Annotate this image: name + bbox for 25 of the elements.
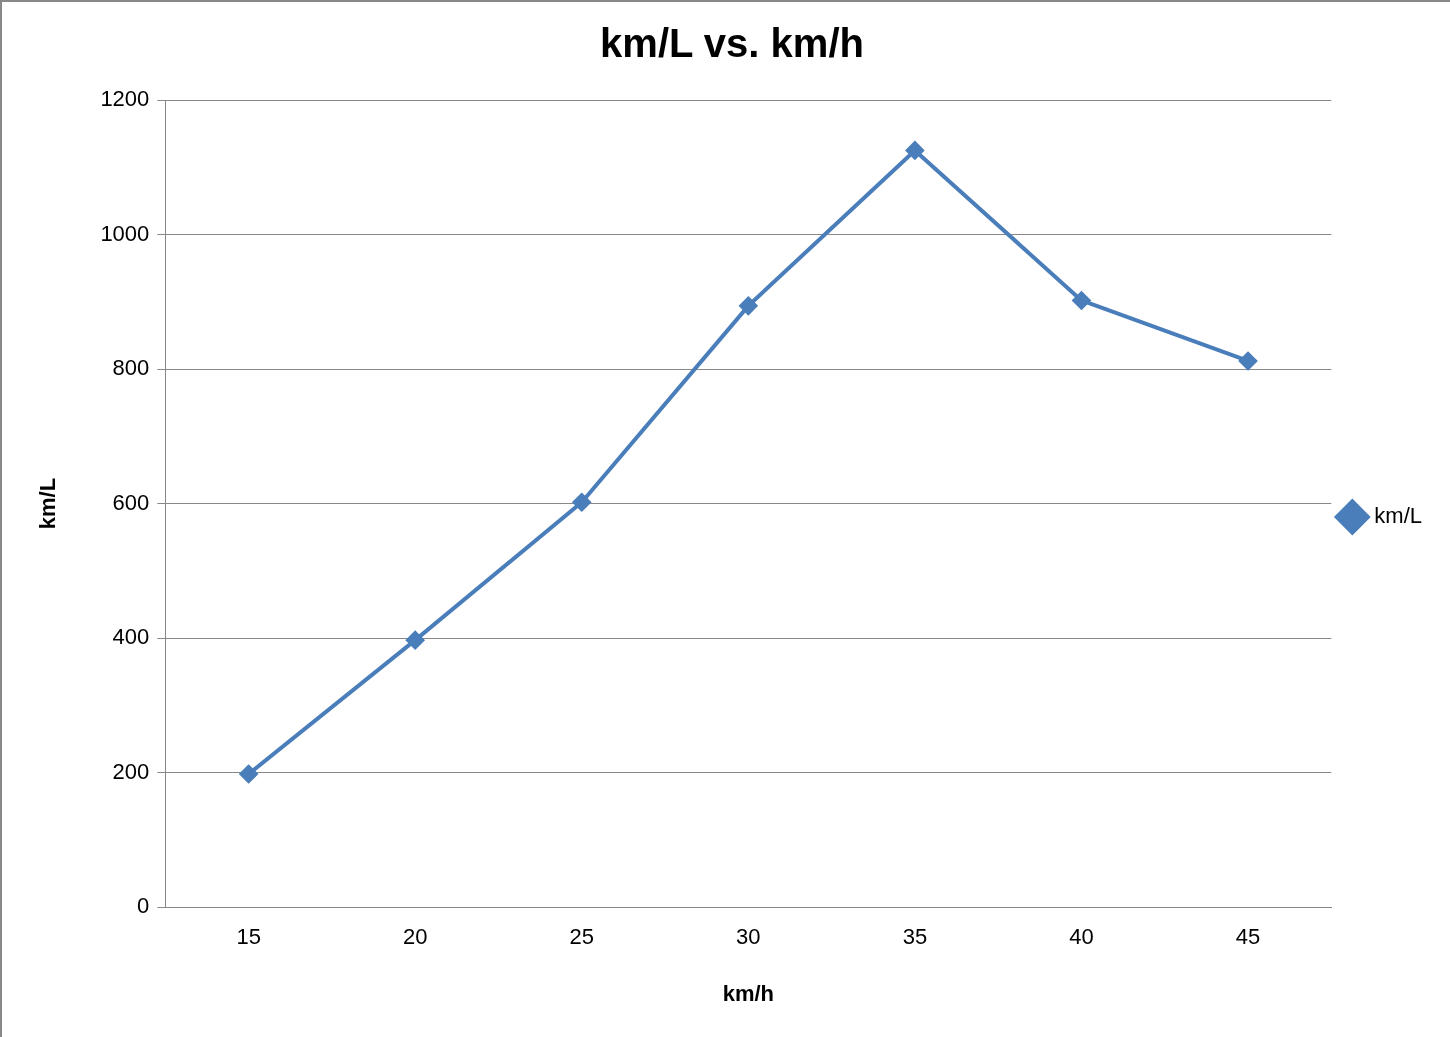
point <box>1072 291 1091 310</box>
point <box>1239 352 1258 370</box>
y-tick-label: 600 <box>112 489 150 515</box>
point <box>739 296 758 315</box>
x-tick-label: 30 <box>736 924 761 950</box>
y-axis-title: km/L <box>35 477 61 530</box>
y-tick-label: 1200 <box>100 86 150 112</box>
x-tick-label: 20 <box>402 924 428 950</box>
x-tick-label: 25 <box>569 924 595 950</box>
point <box>905 141 924 160</box>
point <box>239 765 258 784</box>
point <box>572 493 591 512</box>
x-axis-title: km/h <box>722 980 775 1006</box>
x-tick-label: 40 <box>1069 924 1094 950</box>
chart-title: km/L vs. km/h <box>600 21 864 66</box>
x-tick-label: 15 <box>236 924 261 950</box>
y-tick-label: 0 <box>137 893 150 919</box>
x-tick-label: 35 <box>902 924 928 950</box>
x-tick-label: 45 <box>1235 924 1261 950</box>
y-tick-label: 400 <box>112 624 150 650</box>
y-tick-label: 1000 <box>100 220 150 246</box>
y-tick-label: 200 <box>112 758 150 784</box>
point <box>406 631 425 650</box>
legend-label: km/L <box>1374 503 1423 529</box>
y-tick-label: 800 <box>112 355 150 381</box>
